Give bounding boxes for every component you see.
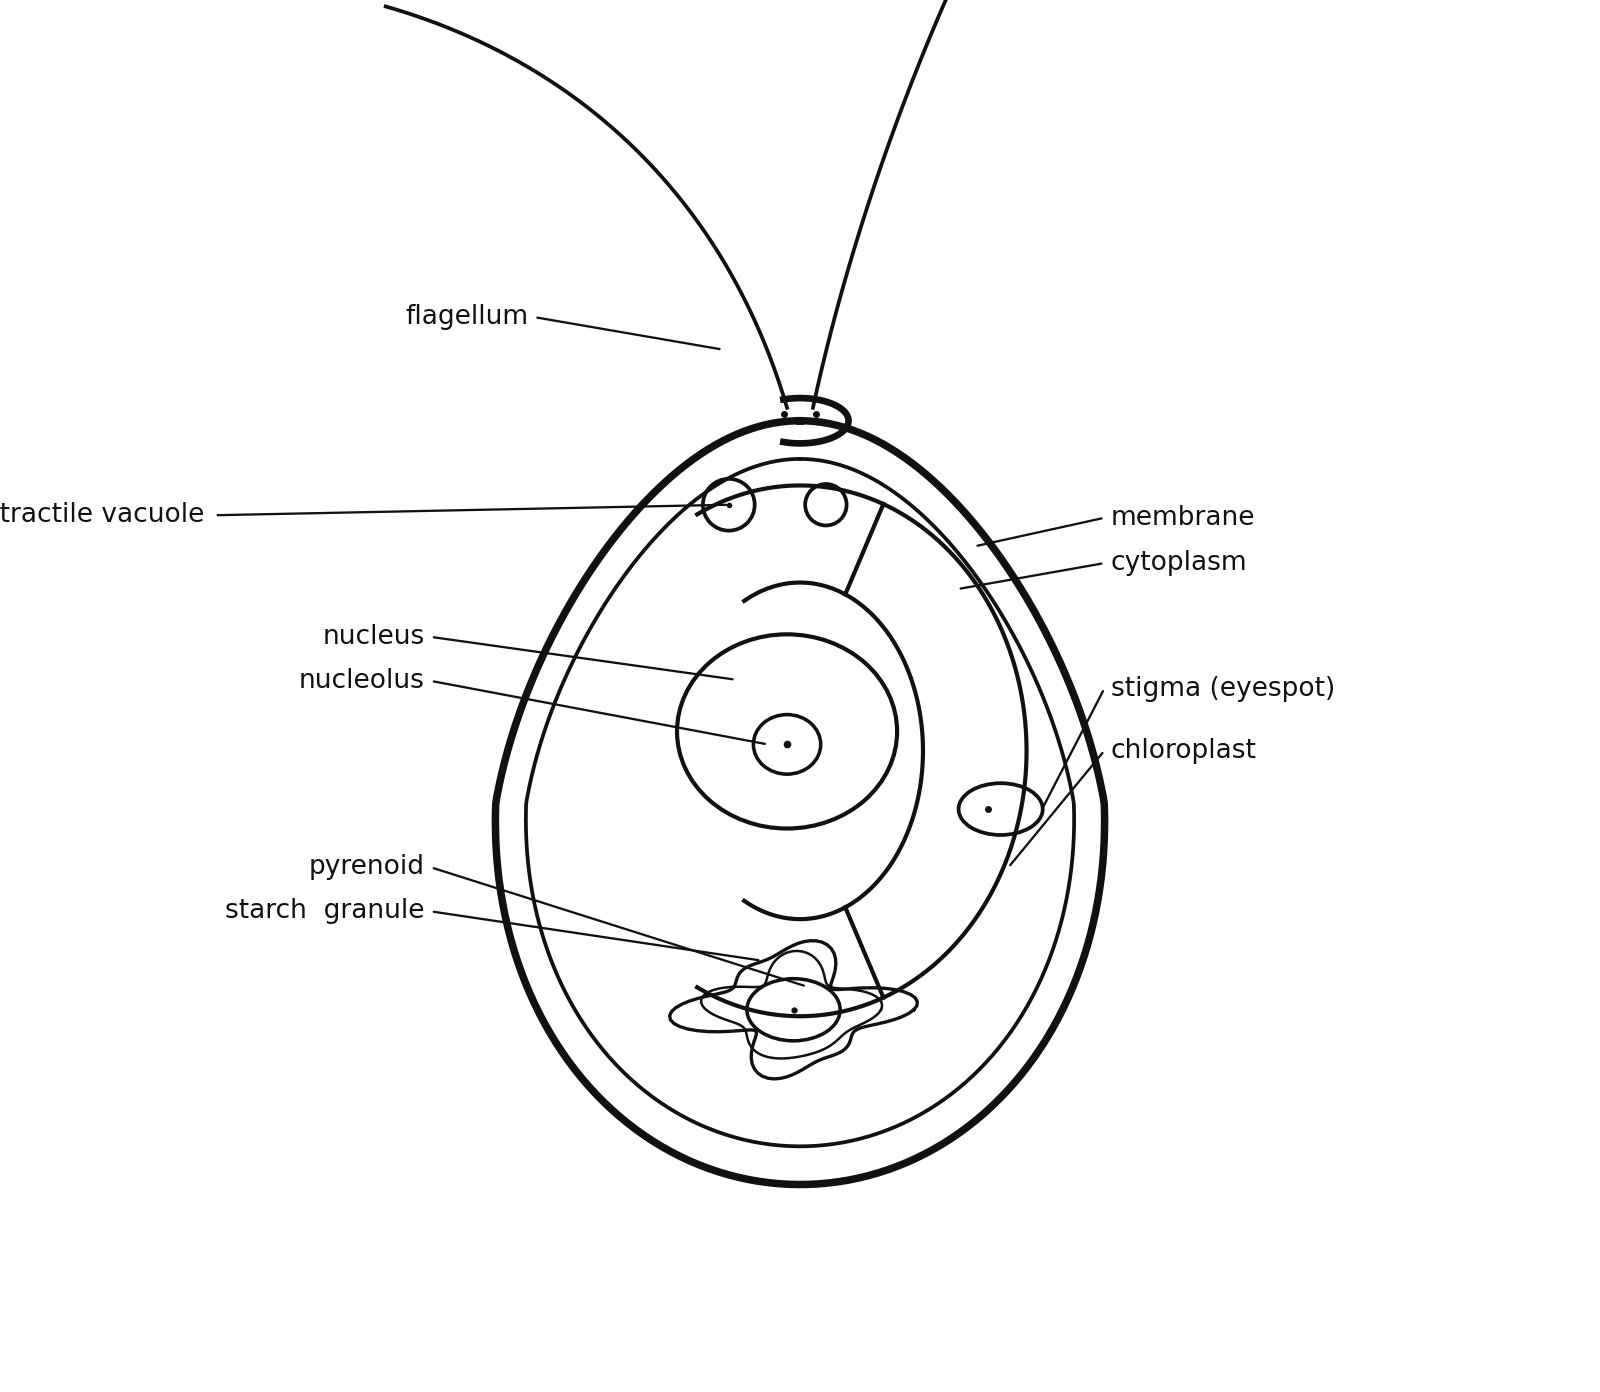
Text: dreamstime.com: dreamstime.com	[32, 1338, 184, 1356]
Text: starch  granule: starch granule	[226, 898, 424, 924]
Text: stigma (eyespot): stigma (eyespot)	[1110, 675, 1334, 702]
Text: nucleolus: nucleolus	[299, 668, 424, 695]
Text: ID 153817562 © Luayana: ID 153817562 © Luayana	[1334, 1338, 1568, 1356]
Text: flagellum: flagellum	[405, 305, 528, 330]
Text: contractile vacuole: contractile vacuole	[0, 503, 205, 528]
Text: membrane: membrane	[1110, 505, 1254, 530]
Text: chloroplast: chloroplast	[1110, 738, 1256, 764]
Text: cytoplasm: cytoplasm	[1110, 550, 1248, 576]
Text: nucleus: nucleus	[322, 624, 424, 650]
Text: pyrenoid: pyrenoid	[309, 855, 424, 880]
